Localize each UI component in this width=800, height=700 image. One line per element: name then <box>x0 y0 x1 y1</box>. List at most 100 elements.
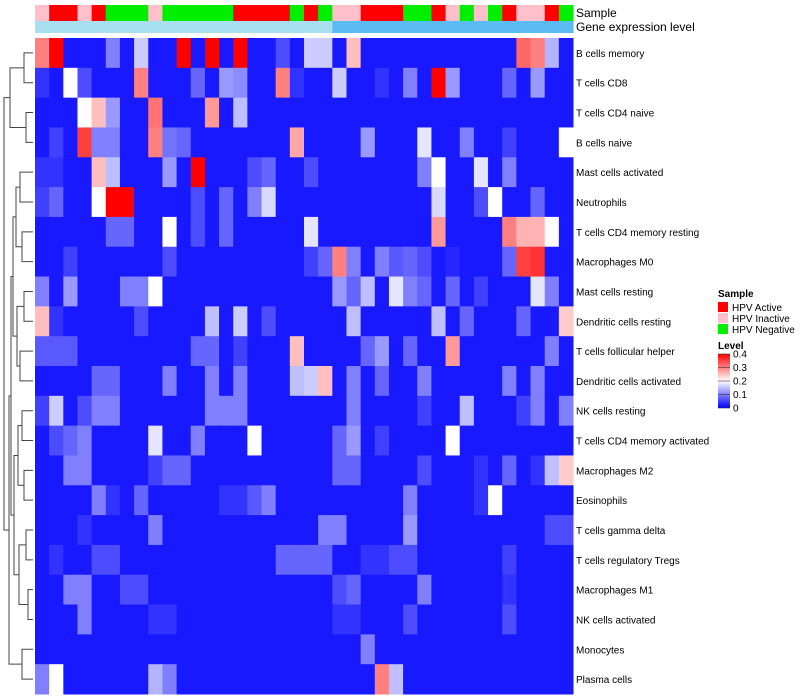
heatmap-cell <box>431 187 447 218</box>
heatmap-cell <box>445 664 461 695</box>
heatmap-cell <box>148 187 163 218</box>
heatmap-cell <box>502 395 517 427</box>
heatmap-cell <box>431 336 447 367</box>
heatmap-cell <box>119 216 135 248</box>
heatmap-cell <box>35 127 50 158</box>
heatmap-cell <box>261 336 277 367</box>
heatmap-cell <box>63 395 78 427</box>
heatmap-cell <box>374 306 390 337</box>
heatmap-cell <box>360 157 376 188</box>
sample-annotation-cell <box>233 5 248 21</box>
heatmap-cell <box>318 455 333 486</box>
heatmap-cell <box>502 67 517 99</box>
heatmap-cell <box>247 455 263 486</box>
heatmap-cell <box>403 336 418 367</box>
heatmap-cell <box>459 515 475 546</box>
heatmap-cell <box>275 187 291 218</box>
heatmap-cell <box>105 246 121 278</box>
heatmap-cell <box>35 515 50 546</box>
heatmap-cell <box>233 544 248 576</box>
heatmap-cell <box>417 366 432 397</box>
heatmap-cell <box>388 604 404 635</box>
heatmap-cell <box>459 634 475 665</box>
heatmap-cell <box>77 425 93 456</box>
heatmap-cell <box>388 246 404 278</box>
heatmap-cell <box>219 455 234 486</box>
heatmap-cell <box>275 425 291 456</box>
heatmap-cell <box>544 67 560 99</box>
heatmap-cell <box>63 515 78 546</box>
heatmap-cell <box>119 395 135 427</box>
heatmap-cell <box>516 97 532 128</box>
heatmap-cell <box>190 306 206 337</box>
heatmap-cell <box>119 604 135 635</box>
heatmap-cell <box>502 127 517 158</box>
dendrogram-branch <box>23 52 33 84</box>
sample-annotation-cell <box>134 5 149 21</box>
heatmap-cell <box>374 604 390 635</box>
heatmap-cell <box>148 67 163 99</box>
sample-annotation-cell <box>204 5 220 21</box>
heatmap-cell <box>516 515 532 546</box>
heatmap-cell <box>417 485 432 516</box>
heatmap-cell <box>134 485 149 516</box>
heatmap-cell <box>332 634 347 665</box>
dendrogram-branch <box>19 350 33 382</box>
heatmap-cell <box>49 216 64 248</box>
heatmap-cell <box>190 97 206 128</box>
heatmap-cell <box>204 157 220 188</box>
heatmap-cell <box>530 336 546 367</box>
heatmap-cell <box>304 97 319 128</box>
sample-annotation-cell <box>558 5 574 21</box>
heatmap-cell <box>219 67 234 99</box>
heatmap-cell <box>431 246 447 278</box>
heatmap-cell <box>176 574 192 606</box>
heatmap-cell <box>544 604 560 635</box>
expression-annotation-cell <box>488 21 503 33</box>
heatmap-cell <box>204 246 220 278</box>
heatmap-cell <box>35 38 50 69</box>
heatmap-cell <box>374 216 390 248</box>
expression-annotation-cell <box>318 21 333 33</box>
heatmap-cell <box>105 634 121 665</box>
heatmap-cell <box>473 246 489 278</box>
heatmap-cell <box>134 395 149 427</box>
heatmap-cell <box>318 157 333 188</box>
heatmap-cell <box>35 395 50 427</box>
heatmap-cell <box>417 574 432 606</box>
heatmap-cell <box>219 604 234 635</box>
heatmap-cell <box>190 455 206 486</box>
heatmap-cell <box>162 67 178 99</box>
heatmap-cell <box>247 544 263 576</box>
heatmap-cell <box>219 634 234 665</box>
heatmap-cell <box>558 544 574 576</box>
heatmap-cell <box>63 127 78 158</box>
heatmap-cell <box>35 366 50 397</box>
heatmap-cell <box>488 455 503 486</box>
heatmap-cell <box>105 38 121 69</box>
heatmap-cell <box>119 574 135 606</box>
heatmap-cell <box>403 485 418 516</box>
heatmap-cell <box>318 366 333 397</box>
heatmap-cell <box>219 276 234 307</box>
heatmap-cell <box>360 187 376 218</box>
heatmap-cell <box>388 187 404 218</box>
heatmap-cell <box>162 515 178 546</box>
heatmap-cell <box>233 276 248 307</box>
heatmap-cell <box>91 604 107 635</box>
row-label: Dendritic cells activated <box>576 377 681 388</box>
heatmap-cell <box>119 515 135 546</box>
heatmap-cell <box>247 157 263 188</box>
heatmap-cell <box>530 306 546 337</box>
expression-annotation-cell <box>417 21 432 33</box>
heatmap-cell <box>134 216 149 248</box>
heatmap-cell <box>233 366 248 397</box>
heatmap-cell <box>134 515 149 546</box>
legend-level-tick-label: 0.3 <box>733 363 747 374</box>
heatmap-cell <box>332 97 347 128</box>
heatmap-cell <box>289 604 305 635</box>
heatmap-cell <box>530 664 546 695</box>
dendrogram-branch <box>27 589 33 620</box>
heatmap-cell <box>431 604 447 635</box>
heatmap-cell <box>275 366 291 397</box>
